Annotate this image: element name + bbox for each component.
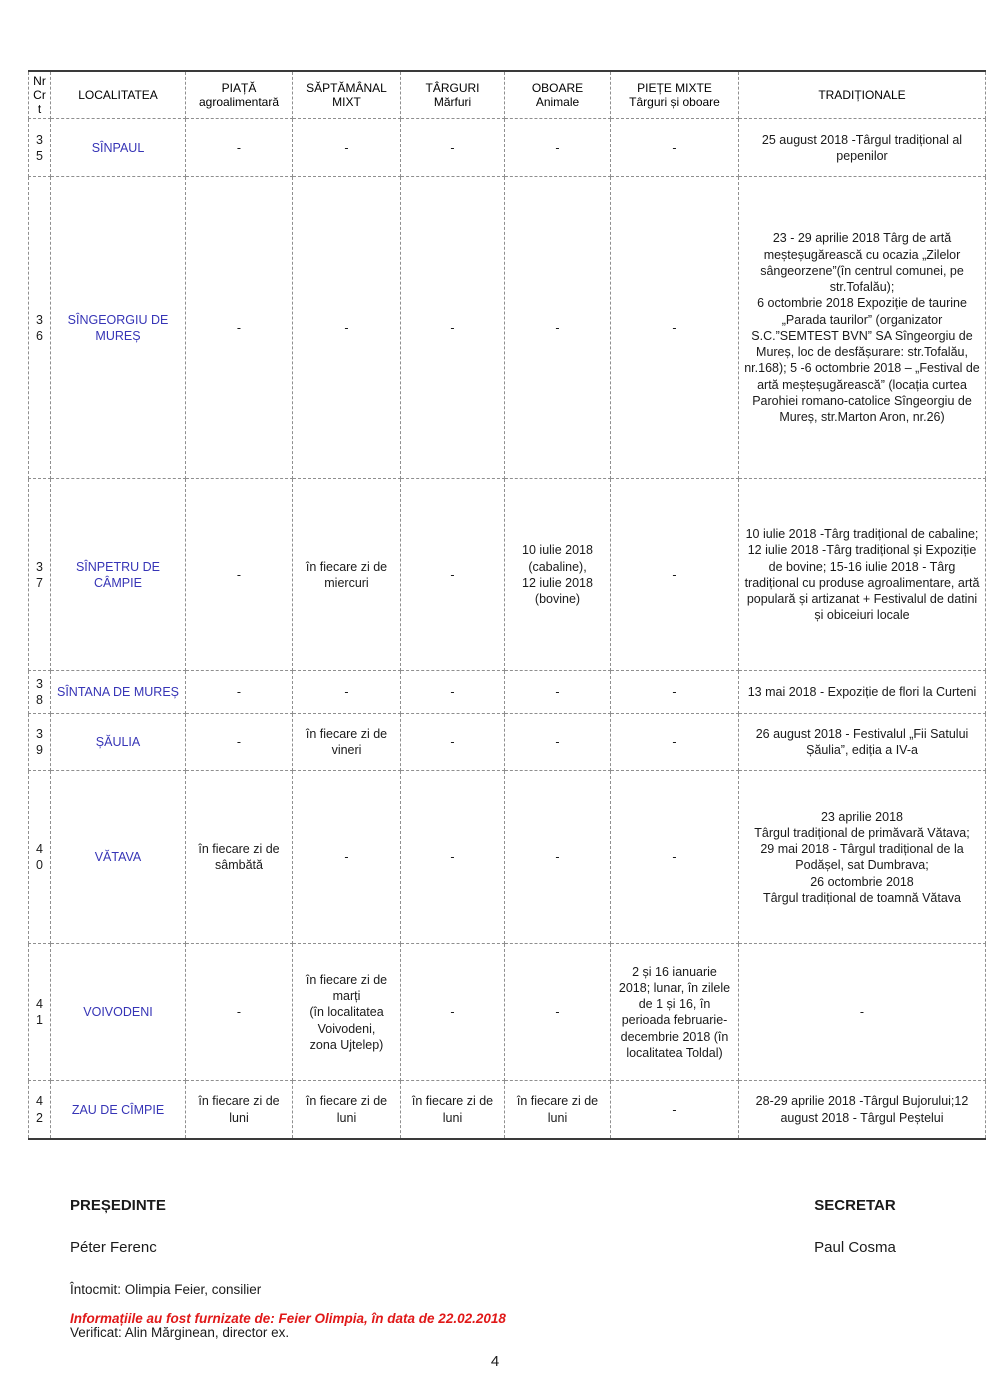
cell-nr: 41 [28,943,51,1082]
cell-oboare: - [504,943,611,1082]
table-row: 35 SÎNPAUL - - - - - 25 august 2018 -Târ… [28,118,986,178]
header-piete-mixte: PIEȚE MIXTE Târguri și oboare [610,70,739,120]
cell-nr: 38 [28,670,51,715]
table-header-row: Nr Crt LOCALITATEA PIAȚĂ agroalimentară … [28,70,986,120]
cell-saptamanal: în fiecare zi de luni [292,1080,401,1140]
cell-piata: - [185,670,293,715]
cell-saptamanal: - [292,118,401,178]
prepared-verified-block: Întocmit: Olimpia Feier, consilier Verif… [70,1257,289,1365]
cell-piata: în fiecare zi de sâmbătă [185,770,293,945]
cell-piete-mixte: - [610,118,739,178]
red-note: Informațiile au fost furnizate de: Feier… [70,1311,506,1326]
cell-targuri: - [400,713,505,772]
cell-piete-mixte: - [610,478,739,672]
header-traditionale: TRADIȚIONALE [738,70,986,120]
market-schedule-table: Nr Crt LOCALITATEA PIAȚĂ agroalimentară … [28,70,986,1140]
cell-targuri: - [400,118,505,178]
cell-piata: - [185,478,293,672]
cell-piata: - [185,176,293,480]
cell-piata: - [185,943,293,1082]
cell-oboare: - [504,176,611,480]
cell-oboare: - [504,118,611,178]
table-row: 40 VĂTAVA în fiecare zi de sâmbătă - - -… [28,770,986,945]
prepared-by-line: Întocmit: Olimpia Feier, consilier [70,1281,262,1297]
cell-piata: - [185,713,293,772]
cell-locality: SÎNPAUL [50,118,186,178]
header-targuri: TÂRGURI Mărfuri [400,70,505,120]
cell-nr: 36 [28,176,51,480]
header-oboare: OBOARE Animale [504,70,611,120]
page-number: 4 [490,1353,500,1370]
cell-traditionale: 10 iulie 2018 -Târg tradițional de cabal… [738,478,986,672]
cell-piete-mixte: - [610,770,739,945]
cell-oboare: 10 iulie 2018 (cabaline), 12 iulie 2018 … [504,478,611,672]
cell-nr: 42 [28,1080,51,1140]
cell-saptamanal: în fiecare zi de vineri [292,713,401,772]
header-piata: PIAȚĂ agroalimentară [185,70,293,120]
cell-traditionale: 13 mai 2018 - Expoziție de flori la Curt… [738,670,986,715]
secretary-name: Paul Cosma [814,1239,896,1256]
cell-nr: 39 [28,713,51,772]
cell-targuri: în fiecare zi de luni [400,1080,505,1140]
cell-oboare: - [504,713,611,772]
cell-traditionale: 26 august 2018 - Festivalul „Fii Satului… [738,713,986,772]
cell-targuri: - [400,478,505,672]
cell-piete-mixte: 2 și 16 ianuarie 2018; lunar, în zilele … [610,943,739,1082]
cell-saptamanal: - [292,176,401,480]
cell-traditionale: 28-29 aprilie 2018 -Târgul Bujorului;12 … [738,1080,986,1140]
president-name: Péter Ferenc [70,1239,157,1256]
cell-locality: ZAU DE CÎMPIE [50,1080,186,1140]
table-row: 38 SÎNTANA DE MUREȘ - - - - - 13 mai 201… [28,670,986,715]
cell-piete-mixte: - [610,176,739,480]
cell-targuri: - [400,670,505,715]
table-row: 41 VOIVODENI - în fiecare zi de marți (î… [28,943,986,1082]
cell-locality: ȘĂULIA [50,713,186,772]
cell-piata: în fiecare zi de luni [185,1080,293,1140]
cell-piete-mixte: - [610,713,739,772]
cell-saptamanal: în fiecare zi de marți (în localitatea V… [292,943,401,1082]
cell-nr: 35 [28,118,51,178]
cell-targuri: - [400,176,505,480]
header-localitatea: LOCALITATEA [50,70,186,120]
cell-traditionale: - [738,943,986,1082]
cell-oboare: - [504,770,611,945]
cell-traditionale: 25 august 2018 -Târgul tradițional al pe… [738,118,986,178]
cell-locality: SÎNPETRU DE CÂMPIE [50,478,186,672]
secretary-title: SECRETAR [814,1197,896,1214]
cell-saptamanal: în fiecare zi de miercuri [292,478,401,672]
cell-traditionale: 23 - 29 aprilie 2018 Târg de artă meșteș… [738,176,986,480]
cell-saptamanal: - [292,670,401,715]
header-saptamanal: SĂPTĂMÂNAL MIXT [292,70,401,120]
cell-oboare: - [504,670,611,715]
cell-locality: SÎNTANA DE MUREȘ [50,670,186,715]
cell-targuri: - [400,770,505,945]
table-row: 42 ZAU DE CÎMPIE în fiecare zi de luni î… [28,1080,986,1140]
table-row: 37 SÎNPETRU DE CÂMPIE - în fiecare zi de… [28,478,986,672]
cell-locality: VĂTAVA [50,770,186,945]
cell-oboare: în fiecare zi de luni [504,1080,611,1140]
cell-locality: SÎNGEORGIU DE MUREȘ [50,176,186,480]
header-nr-crt: Nr Crt [28,70,51,120]
cell-nr: 40 [28,770,51,945]
cell-locality: VOIVODENI [50,943,186,1082]
cell-piata: - [185,118,293,178]
secretary-block: SECRETAR Paul Cosma [795,1179,915,1274]
cell-traditionale: 23 aprilie 2018 Târgul tradițional de pr… [738,770,986,945]
cell-targuri: - [400,943,505,1082]
cell-piete-mixte: - [610,1080,739,1140]
table-row: 36 SÎNGEORGIU DE MUREȘ - - - - - 23 - 29… [28,176,986,480]
cell-piete-mixte: - [610,670,739,715]
president-title: PREȘEDINTE [70,1197,166,1214]
cell-nr: 37 [28,478,51,672]
table-row: 39 ȘĂULIA - în fiecare zi de vineri - - … [28,713,986,772]
cell-saptamanal: - [292,770,401,945]
president-block: PREȘEDINTE Péter Ferenc [70,1179,166,1274]
verified-by-line: Verificat: Alin Mărginean, director ex. [70,1324,290,1340]
